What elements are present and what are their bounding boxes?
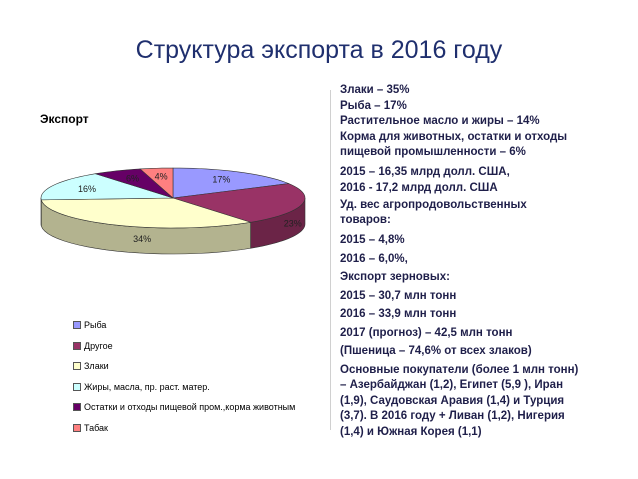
share-line: Рыба – 17% [340,99,407,112]
legend-label: Рыба [84,320,107,331]
pie-slice-Табак [139,167,174,199]
pie-slice-Рыба [172,167,289,199]
share-line: Растительное масло и жиры – 14% [340,115,540,127]
slide-title: Структура экспорта в 2016 году [135,36,503,64]
legend-item: Злаки [73,356,295,377]
legend-item: Остатки и отходы пищевой пром.,корма жив… [73,397,295,418]
share-2016: 2016 – 6,0%, [340,252,408,265]
pie-label-Остатки и отходы пищевой пром.,корма животным: 6% [126,174,139,184]
export-shares-block: Злаки – 35% Рыба – 17% Растительное масл… [340,83,638,161]
share-line: Злаки – 35% [340,84,410,96]
export-value-block: 2015 – 16,35 млрд долл. США, 2016 - 17,2… [340,165,638,196]
legend-label: Жиры, масла, пр. раст. матер. [84,381,210,392]
legend-swatch [73,341,81,350]
legend-label: Остатки и отходы пищевой пром.,корма жив… [84,402,296,413]
pie-slice-Остатки и отходы пищевой пром.,корма животным [95,168,174,199]
share-2015: 2015 – 4,8% [340,234,405,246]
share-line: Корма для животных, остатки и отходы [340,130,568,143]
buyers-line: (1,9), Саудовская Аравия (1,4) и Турция [340,394,565,407]
pie-chart: 17% 23% 34% 16% 6% 4% [40,167,306,255]
chart-title: Экспорт [40,112,89,126]
pie-slice-Жиры, масла, пр. раст. матер. [40,173,174,201]
legend-swatch [73,362,81,371]
grain-2016: 2016 – 33,9 млн тонн [340,308,457,320]
legend-item: Табак [73,418,295,439]
wheat-share: (Пшеница – 74,6% от всех злаков) [340,345,532,357]
legend-swatch [73,321,81,330]
legend-item: Рыба [73,315,295,336]
legend-swatch [73,423,81,432]
legend-swatch [73,403,81,412]
pie-slice-Злаки [40,197,251,229]
grain-title: Экспорт зерновых: [340,271,450,283]
legend-swatch [73,382,81,391]
grain-2015: 2015 – 30,7 млн тонн [340,289,457,302]
buyers-line: (3,7). В 2016 году + Ливан (1,2), Нигери… [340,410,565,422]
buyers-block: Основные покупатели (более 1 млн тонн) –… [340,363,638,441]
buyers-line: (1,4) и Южная Корея (1,1) [340,425,482,438]
legend-item: Жиры, масла, пр. раст. матер. [73,377,295,398]
pie-slice-Другое [172,183,306,223]
info-panel: Злаки – 35% Рыба – 17% Растительное масл… [340,83,638,442]
legend-label: Другое [84,340,113,351]
pie-label-Другое: 23% [284,219,302,229]
pie-label-Табак: 4% [155,172,168,182]
pie-label-Злаки: 34% [133,234,151,244]
export-2016: 2016 - 17,2 млрд долл. США [340,181,498,194]
legend-item: Другое [73,336,295,357]
buyers-line: – Азербайджан (1,2), Египет (5,9 ), Иран [340,379,564,391]
pie-label-Рыба: 17% [212,174,230,184]
export-2015: 2015 – 16,35 млрд долл. США, [340,166,510,178]
grain-2017: 2017 (прогноз) – 42,5 млн тонн [340,326,513,339]
chart-legend: Рыба Другое Злаки Жиры, масла, пр. раст. ма… [73,315,295,438]
share-line: пищевой промышленности – 6% [340,146,526,158]
share-title-2: товаров: [340,214,391,226]
share-title-1: Уд. вес агропродовольственных [340,198,527,211]
legend-label: Злаки [84,361,109,372]
legend-label: Табак [84,422,108,433]
chart-area: Экспорт 17% 23% 34% 16% 6% 4% Рыба Другое Злаки… [28,90,331,433]
share-block: Уд. вес агропродовольственных товаров: [340,198,638,229]
buyers-line: Основные покупатели (более 1 млн тонн) [340,363,579,376]
pie-label-Жиры, масла, пр. раст. матер.: 16% [78,184,96,194]
